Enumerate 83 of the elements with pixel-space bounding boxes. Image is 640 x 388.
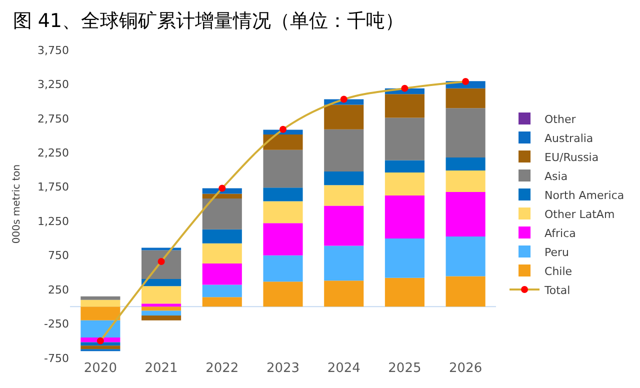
bar [142, 286, 182, 304]
bar [324, 246, 364, 281]
point [340, 96, 348, 103]
bar [202, 229, 242, 244]
y-tick-label: 3,250 [38, 78, 69, 92]
bar [80, 306, 120, 320]
bar [263, 255, 303, 282]
bar [202, 194, 242, 199]
bar [142, 316, 182, 320]
bar [446, 170, 486, 192]
bar [263, 188, 303, 202]
point [401, 84, 408, 92]
y-tick-label: -750 [44, 352, 69, 365]
bar [263, 134, 303, 150]
bar [263, 201, 303, 224]
bar [80, 300, 120, 307]
bar [142, 306, 182, 311]
legend-label: EU/Russia [544, 150, 599, 164]
legend-label: Other [544, 112, 576, 126]
bar [324, 129, 364, 172]
x-tick-label: 2020 [84, 361, 117, 376]
bar [202, 198, 242, 230]
legend-label: Africa [544, 226, 576, 240]
bar [142, 310, 182, 316]
bar [446, 88, 486, 108]
bar [202, 264, 242, 285]
x-tick-label: 2021 [144, 361, 178, 376]
point [218, 184, 226, 192]
bar [384, 278, 424, 307]
x-tick-label: 2024 [327, 361, 360, 376]
y-tick-label: 2,250 [38, 146, 69, 160]
point [158, 258, 165, 265]
bar [324, 104, 364, 130]
y-tick-label: 2,750 [38, 112, 69, 126]
bar [202, 284, 242, 298]
bar [263, 282, 303, 307]
chart-title: 图 41、全球铜矿累计增量情况（单位：千吨） [12, 10, 404, 32]
legend-label: Australia [544, 132, 594, 145]
bar [142, 250, 182, 279]
bar [384, 195, 424, 239]
y-tick-label: 3,750 [38, 44, 69, 57]
legend-label: Chile [544, 264, 572, 278]
bar [263, 150, 303, 188]
bar [202, 297, 242, 307]
bar [324, 185, 364, 206]
y-axis-title: 000s metric ton [12, 164, 22, 244]
bar [384, 172, 424, 196]
x-tick-label: 2022 [206, 361, 239, 376]
y-tick-label: -250 [44, 318, 69, 331]
legend-label: Other LatAm [544, 208, 615, 221]
point [280, 126, 286, 133]
x-tick-label: 2025 [388, 361, 422, 376]
y-tick-label: 250 [48, 283, 69, 296]
y-tick-label: 1,750 [38, 180, 69, 194]
y-tick-label: 1,250 [38, 214, 69, 228]
legend-label: Total [544, 284, 570, 297]
bar [142, 304, 182, 307]
bar [324, 280, 364, 307]
bar [384, 160, 424, 173]
bar [324, 206, 364, 246]
x-tick-label: 2026 [449, 361, 482, 376]
legend-label: Asia [544, 170, 568, 183]
point [96, 337, 104, 344]
bar [263, 223, 303, 256]
x-tick-label: 2023 [266, 361, 300, 376]
bar [446, 157, 486, 170]
bar [384, 94, 424, 118]
bar [202, 243, 242, 264]
legend-label: Peru [544, 246, 570, 259]
bar [384, 118, 424, 160]
point [462, 78, 470, 85]
bar [324, 171, 364, 186]
legend-label: North America [544, 188, 624, 202]
bar [446, 236, 486, 276]
bar [384, 238, 424, 278]
bar [446, 108, 486, 158]
bar [142, 278, 182, 286]
bar [80, 296, 120, 300]
y-tick-label: 750 [48, 249, 69, 262]
bar [80, 320, 120, 338]
bar [80, 346, 120, 350]
bar [446, 192, 486, 237]
bar [446, 276, 486, 307]
